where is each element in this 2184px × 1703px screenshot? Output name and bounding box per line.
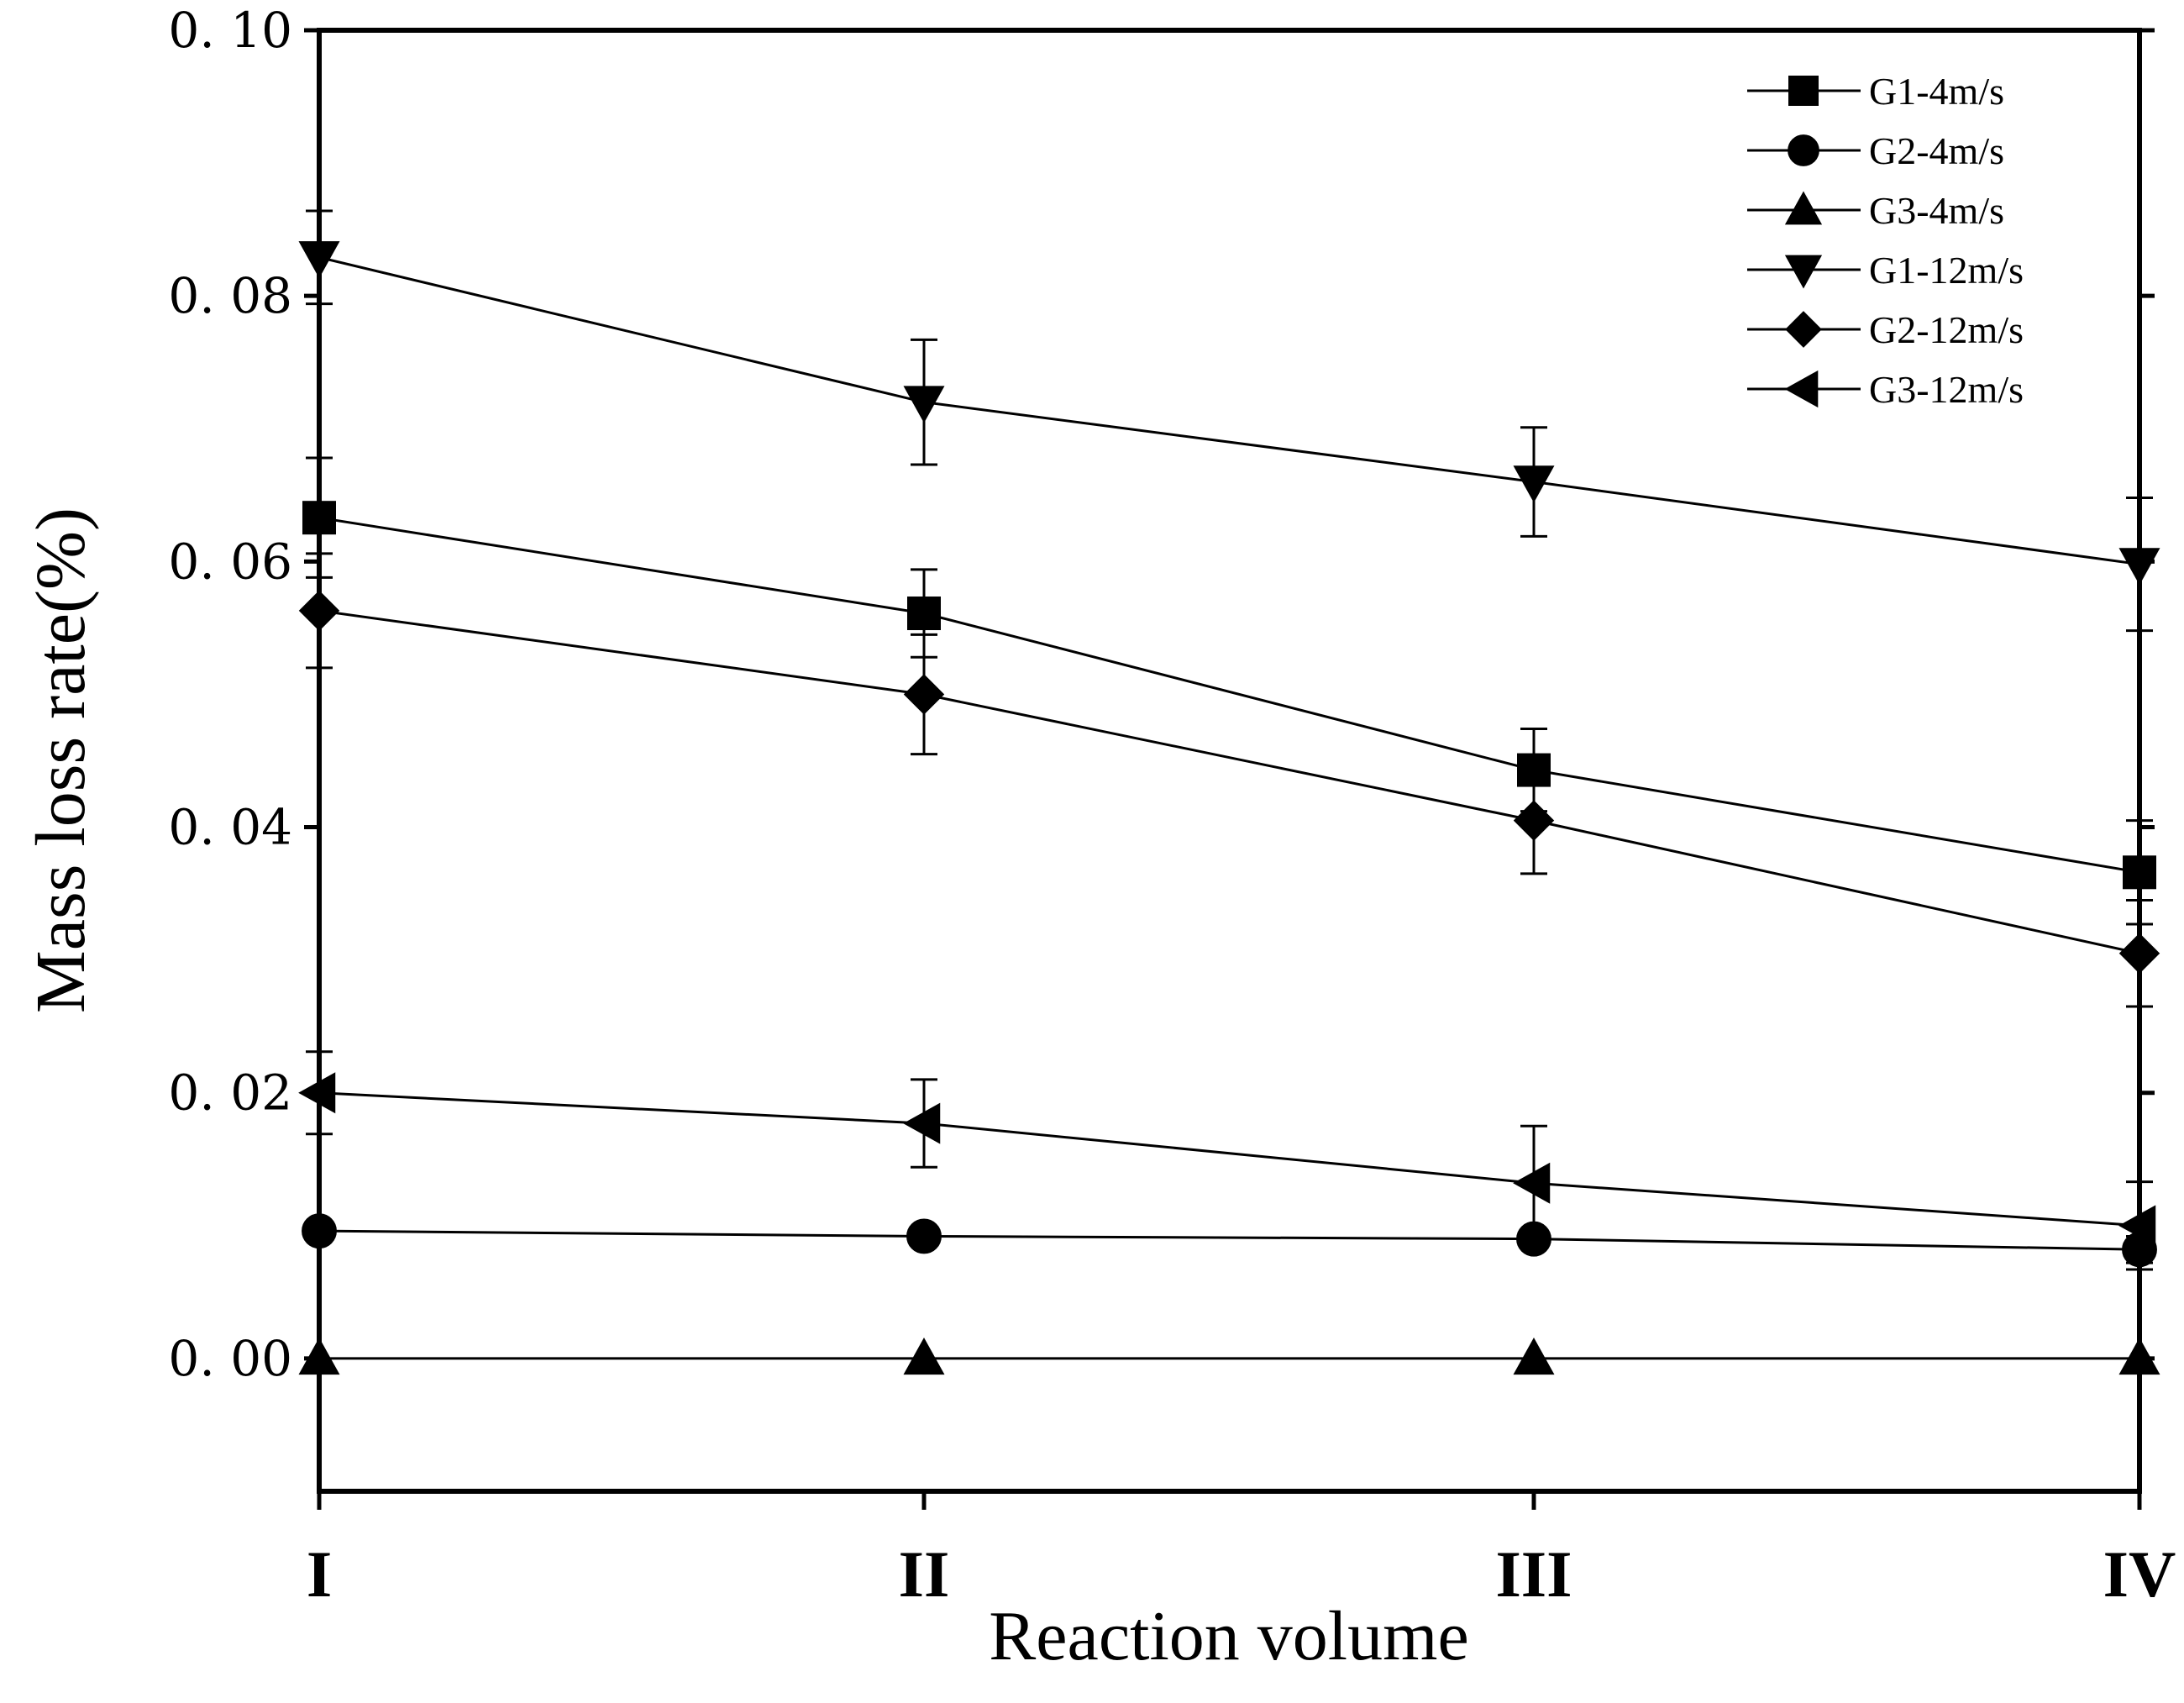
series-line [318, 1229, 2140, 1251]
data-point [2118, 548, 2160, 586]
legend-label: G3-12m/s [1869, 368, 2024, 411]
data-point [1513, 1338, 1555, 1375]
legend-label: G3-4m/s [1869, 189, 2004, 232]
legend-marker [1784, 191, 1823, 225]
legend-label: G1-12m/s [1869, 249, 2024, 292]
y-tick-label: 0. 02 [168, 1064, 292, 1122]
data-point [1513, 465, 1555, 503]
series-layer [298, 209, 2160, 1375]
y-tick-label: 0. 10 [168, 2, 292, 59]
legend-marker [1788, 134, 1819, 166]
data-point [903, 1338, 945, 1375]
data-point [1513, 800, 1555, 841]
data-point [298, 241, 340, 279]
y-tick-label: 0. 06 [168, 533, 292, 590]
y-tick-label: 0. 04 [168, 799, 292, 856]
data-point [903, 386, 945, 423]
x-axis-ticks: I II III IV [307, 1491, 2176, 1611]
series-G2-4m/s [302, 1213, 2157, 1268]
y-axis-title: Mass loss rate(%) [22, 507, 100, 1013]
data-point [2118, 1205, 2156, 1247]
data-point [907, 597, 941, 631]
legend-marker [1785, 311, 1822, 348]
series-G3-12m/s [298, 1050, 2156, 1271]
data-point [906, 1218, 942, 1254]
legend-label: G2-12m/s [1869, 308, 2024, 351]
y-tick-label: 0. 08 [168, 267, 292, 324]
legend-item: G3-12m/s [1747, 368, 2024, 411]
legend-marker [1784, 370, 1819, 408]
legend: G1-4m/s G2-4m/s G3-4m/s G1-12m/s G2-12m/s G3-… [1747, 70, 2024, 411]
data-point [903, 1102, 941, 1144]
data-point [298, 590, 340, 632]
legend-item: G1-12m/s [1747, 249, 2024, 292]
legend-marker [1784, 255, 1823, 289]
x-tick-label: IV [2103, 1537, 2176, 1611]
data-point [2118, 1338, 2160, 1375]
legend-item: G2-4m/s [1747, 129, 2004, 172]
series-line [318, 255, 2140, 566]
x-tick-label: II [899, 1537, 950, 1611]
series-G2-12m/s [298, 552, 2160, 1008]
data-point [298, 1072, 336, 1114]
data-point [1513, 1162, 1551, 1204]
y-tick-label: 0. 00 [168, 1330, 292, 1387]
legend-item: G3-4m/s [1747, 189, 2004, 232]
legend-label: G2-4m/s [1869, 129, 2004, 172]
x-axis-title: Reaction volume [989, 1597, 1469, 1675]
data-point [2118, 933, 2160, 974]
data-point [302, 501, 336, 535]
plot-frame [317, 28, 2142, 1494]
data-point [302, 1213, 337, 1249]
legend-label: G1-4m/s [1869, 70, 2004, 113]
y-axis-ticks: 0. 00 0. 02 0. 04 0. 06 0. 08 0. 10 [168, 2, 2155, 1387]
data-point [2123, 855, 2156, 890]
legend-item: G2-12m/s [1747, 308, 2024, 351]
series-line [318, 1091, 2140, 1227]
data-point [298, 1338, 340, 1375]
legend-item: G1-4m/s [1747, 70, 2004, 113]
series-G1-12m/s [298, 209, 2160, 633]
series-line [318, 516, 2140, 874]
series-line [318, 609, 2140, 955]
x-tick-label: I [307, 1537, 332, 1611]
x-tick-label: III [1495, 1537, 1572, 1611]
data-point [903, 674, 945, 715]
legend-marker [1788, 76, 1819, 106]
series-G3-4m/s [298, 1338, 2160, 1375]
